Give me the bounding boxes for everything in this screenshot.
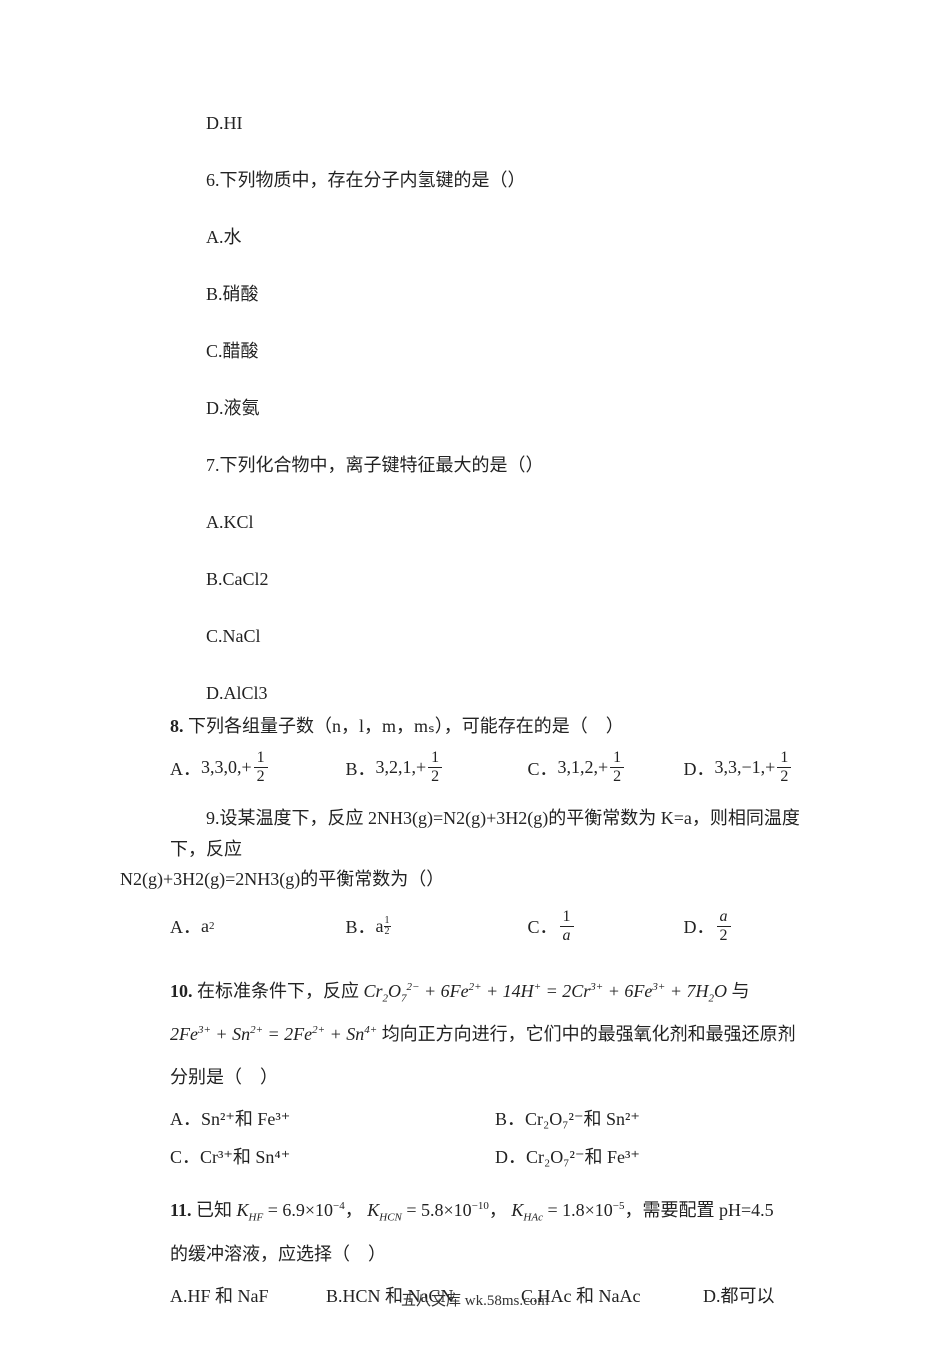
q11-k3-sub: HAc <box>523 1212 543 1224</box>
q7-opt-d: D.AlCl3 <box>170 680 820 707</box>
q8-opt-a: A． 3,3,0, + 12 <box>170 750 346 785</box>
q8-c-sign: + <box>598 757 608 778</box>
q5-opt-d: D.HI <box>170 110 820 137</box>
q10-number: 10. <box>170 981 193 1001</box>
q9-c-label: C． <box>528 913 558 939</box>
q7-opt-a: A.KCl <box>170 509 820 536</box>
q7-stem: 7.下列化合物中，离子键特征最大的是（） <box>170 452 820 479</box>
q11-k1-sub: HF <box>249 1212 264 1224</box>
q9-a-base: a <box>201 916 209 937</box>
q8-b-quad: 3,2,1, <box>376 757 417 778</box>
q8-b-sign: + <box>416 757 426 778</box>
q9-stem: 9.设某温度下，反应 2NH3(g)=N2(g)+3H2(g)的平衡常数为 K=… <box>170 803 820 895</box>
q8-d-sign: + <box>765 757 775 778</box>
q6-stem: 6.下列物质中，存在分子内氢键的是（） <box>170 167 820 194</box>
q9-options: A． a2 B． a12 C． 1a D． a2 <box>170 909 820 944</box>
q11-k1-sym: K <box>237 1200 249 1220</box>
q11-k2-sub: HCN <box>379 1212 402 1224</box>
q9-c-frac: 1a <box>560 909 574 944</box>
q9-d-frac: a2 <box>717 909 731 944</box>
q10-options: A．Sn²⁺和 Fe³⁺ B．Cr₂O₇²⁻和 Sn²⁺ C．Cr³⁺和 Sn⁴… <box>170 1099 820 1175</box>
q11-number: 11. <box>170 1200 192 1220</box>
q10-line3: 分别是（ ） <box>170 1056 820 1099</box>
q8-b-label: B． <box>346 755 376 781</box>
q11-sep1: ， <box>345 1200 363 1220</box>
q9-a-label: A． <box>170 913 201 939</box>
q7-opt-b: B.CaCl2 <box>170 566 820 593</box>
q10-line2: 2Fe3+ + Sn2+ = 2Fe2+ + Sn4+ 均向正方向进行，它们中的… <box>170 1013 820 1056</box>
q8-c-quad: 3,1,2, <box>558 757 599 778</box>
q10-eq2: 2Fe3+ + Sn2+ = 2Fe2+ + Sn4+ <box>170 1024 377 1044</box>
q9-opt-b: B． a12 <box>346 913 528 939</box>
q11-k1-val: = 6.9×10 <box>263 1200 333 1220</box>
page-footer: 五八文库 wk.58ms.com <box>0 1289 950 1310</box>
q10-text2: 均向正方向进行，它们中的最强氧化剂和最强还原剂 <box>382 1024 796 1044</box>
q8-c-frac: 12 <box>610 750 624 785</box>
q6-opt-c: C.醋酸 <box>170 338 820 365</box>
q8-opt-c: C． 3,1,2, + 12 <box>528 750 684 785</box>
q11-lead: 已知 <box>192 1200 233 1220</box>
q9-d-label: D． <box>684 913 715 939</box>
q11-sep2: ， <box>489 1200 507 1220</box>
q11-k2-val: = 5.8×10 <box>402 1200 472 1220</box>
q10-eq1: Cr2O72− + 6Fe2+ + 14H+ = 2Cr3+ + 6Fe3+ +… <box>364 981 727 1001</box>
q11-k3-exp: −5 <box>613 1200 625 1212</box>
q6-opt-a: A.水 <box>170 224 820 251</box>
q9-line1: 9.设某温度下，反应 2NH3(g)=N2(g)+3H2(g)的平衡常数为 K=… <box>170 803 820 864</box>
q9-b-base: a <box>376 916 384 937</box>
q8-number: 8. <box>170 716 184 736</box>
q8-d-frac: 12 <box>777 750 791 785</box>
page-content: D.HI 6.下列物质中，存在分子内氢键的是（） A.水 B.硝酸 C.醋酸 D… <box>0 0 950 1308</box>
q8-a-label: A． <box>170 755 201 781</box>
q8-a-sign: + <box>242 757 252 778</box>
q8-b-frac: 12 <box>428 750 442 785</box>
q7-opt-c: C.NaCl <box>170 623 820 650</box>
q10-line1: 10. 在标准条件下，反应 Cr2O72− + 6Fe2+ + 14H+ = 2… <box>170 970 820 1013</box>
q11-line2: 的缓冲溶液，应选择（ ） <box>170 1233 820 1276</box>
q6-opt-b: B.硝酸 <box>170 281 820 308</box>
q10-text1: 在标准条件下，反应 <box>193 981 360 1001</box>
q10-opt-a: A．Sn²⁺和 Fe³⁺ <box>170 1105 495 1131</box>
q9-b-label: B． <box>346 913 376 939</box>
q8-a-frac: 12 <box>254 750 268 785</box>
q9-opt-c: C． 1a <box>528 909 684 944</box>
q9-opt-d: D． a2 <box>684 909 821 944</box>
q8-stem: 8. 下列各组量子数（n，l，m，mₛ），可能存在的是（ ） <box>170 713 820 740</box>
q8-text: 下列各组量子数（n，l，m，mₛ），可能存在的是（ ） <box>184 716 624 736</box>
q8-d-label: D． <box>684 755 715 781</box>
q8-options: A． 3,3,0, + 12 B． 3,2,1, + 12 C． 3,1,2, … <box>170 750 820 785</box>
q11-k3-val: = 1.8×10 <box>543 1200 613 1220</box>
q11-k2-sym: K <box>367 1200 379 1220</box>
q10-opt-b: B．Cr₂O₇²⁻和 Sn²⁺ <box>495 1105 820 1131</box>
q11-k2-exp: −10 <box>472 1200 489 1212</box>
q6-opt-d: D.液氨 <box>170 395 820 422</box>
q8-c-label: C． <box>528 755 558 781</box>
q8-opt-d: D． 3,3,−1, + 12 <box>684 750 821 785</box>
q8-d-quad: 3,3,−1, <box>715 757 766 778</box>
q11-stem: 11. 已知 KHF = 6.9×10−4， KHCN = 5.8×10−10，… <box>170 1189 820 1275</box>
q11-k3-sym: K <box>511 1200 523 1220</box>
q10-text1b: 与 <box>731 981 749 1001</box>
q11-tail: ，需要配置 pH=4.5 <box>625 1200 774 1220</box>
q11-k1-exp: −4 <box>333 1200 345 1212</box>
q10-stem: 10. 在标准条件下，反应 Cr2O72− + 6Fe2+ + 14H+ = 2… <box>170 970 820 1100</box>
q9-opt-a: A． a2 <box>170 913 346 939</box>
q10-opt-c: C．Cr³⁺和 Sn⁴⁺ <box>170 1143 495 1169</box>
q9-line2: N2(g)+3H2(g)=2NH3(g)的平衡常数为（） <box>120 864 820 895</box>
q8-opt-b: B． 3,2,1, + 12 <box>346 750 528 785</box>
q8-a-quad: 3,3,0, <box>201 757 242 778</box>
q9-a-exp: 2 <box>209 920 215 932</box>
q10-opt-d: D．Cr₂O₇²⁻和 Fe³⁺ <box>495 1143 820 1169</box>
q11-line1: 11. 已知 KHF = 6.9×10−4， KHCN = 5.8×10−10，… <box>170 1189 820 1232</box>
q9-b-exp: 12 <box>384 916 391 937</box>
